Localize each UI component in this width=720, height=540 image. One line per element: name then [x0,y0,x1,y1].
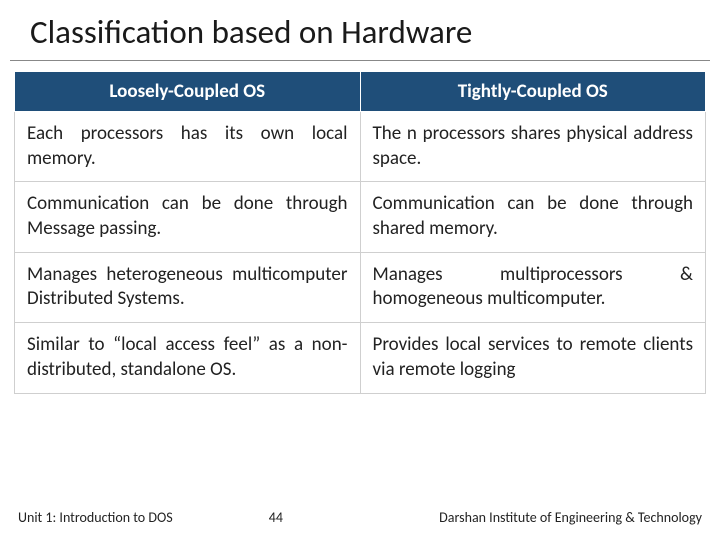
slide-title: Classification based on Hardware [10,0,710,61]
cell: Similar to “local access feel” as a non-… [15,323,361,393]
col-header-tightly: Tightly-Coupled OS [360,72,706,112]
cell: Provides local services to remote client… [360,323,706,393]
comparison-table: Loosely-Coupled OS Tightly-Coupled OS Ea… [14,71,706,394]
cell: Manages multiprocessors & homogeneous mu… [360,252,706,322]
footer-organization: Darshan Institute of Engineering & Techn… [439,509,702,526]
footer-page-number: 44 [113,509,440,526]
table-row: Each processors has its own local memory… [15,112,706,182]
table-row: Similar to “local access feel” as a non-… [15,323,706,393]
cell: Communication can be done through shared… [360,182,706,252]
table-row: Communication can be done through Messag… [15,182,706,252]
cell: Each processors has its own local memory… [15,112,361,182]
col-header-loosely: Loosely-Coupled OS [15,72,361,112]
cell: Manages heterogeneous multicomputer Dist… [15,252,361,322]
cell: Communication can be done through Messag… [15,182,361,252]
cell: The n processors shares physical address… [360,112,706,182]
slide-footer: Unit 1: Introduction to DOS 44 Darshan I… [0,509,720,526]
table-row: Manages heterogeneous multicomputer Dist… [15,252,706,322]
